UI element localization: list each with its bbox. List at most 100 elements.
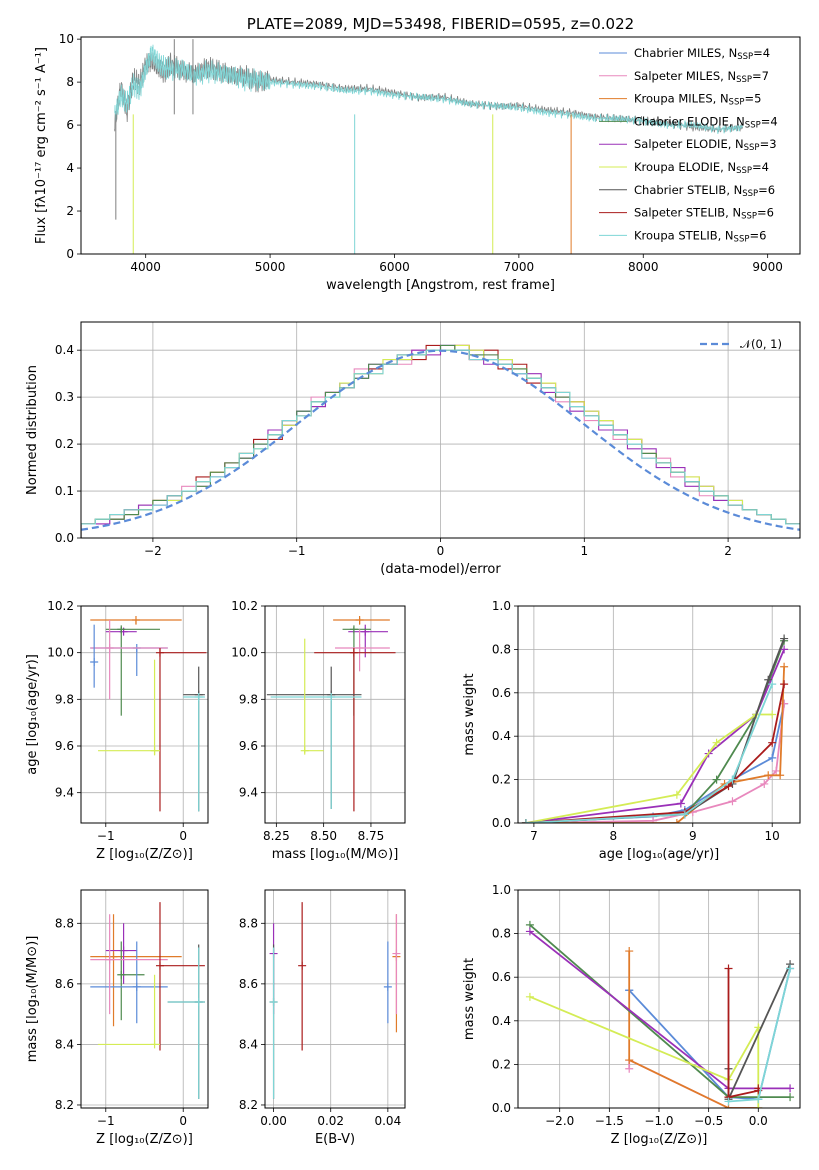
y-tick-label: 8.2: [239, 1098, 258, 1112]
weight-point: [764, 771, 773, 780]
legend-subscript: SSP: [741, 212, 757, 222]
x-tick-label: −1: [97, 1114, 115, 1128]
legend-entry: Chabrier ELODIE, NSSP=4: [634, 114, 778, 130]
weight-point: [525, 992, 534, 1001]
y-axis-label: mass [log₁₀(M/M⊙)]: [25, 936, 40, 1063]
data-point: [131, 616, 140, 624]
weight-point: [768, 710, 777, 719]
legend-subscript: SSP: [745, 120, 761, 130]
y-tick-label: 8.2: [55, 1098, 74, 1112]
panel-massweight_vs_Z: −2.0 −1.5 −1.0 −0.5 0.0 0.0 0.2 0.4 0.6 0.8 1.0 Z […: [462, 883, 801, 1147]
weight-line-s6: [529, 995, 760, 1108]
axes-frame: [80, 889, 209, 1109]
weight-point: [625, 947, 634, 956]
y-tick-label: 8.6: [55, 977, 74, 991]
y-tick-label: 8.8: [239, 916, 258, 930]
legend-entry: Kroupa STELIB, NSSP=6: [634, 228, 766, 244]
weight-point: [672, 819, 681, 823]
plot-area: [114, 39, 744, 254]
weight-point: [768, 738, 777, 747]
weight-line-s4: [529, 924, 791, 1098]
y-axis-label: mass weight: [462, 673, 477, 755]
plot-area: [81, 344, 800, 538]
plot-area: [521, 634, 789, 823]
data-point: [392, 949, 401, 958]
panel-mass_vs_ebv: 0.00 0.02 0.04 8.2 8.4 8.6 8.8 E(B-V): [239, 889, 406, 1147]
y-tick-label: 9.8: [55, 692, 74, 706]
weight-point: [712, 738, 721, 747]
data-point: [298, 961, 307, 970]
weight-point: [754, 1104, 763, 1108]
y-tick-label: 8: [66, 75, 74, 89]
data-point: [117, 625, 126, 634]
legend-suffix: =6: [749, 228, 766, 242]
weight-point: [728, 797, 737, 806]
data-point: [150, 1040, 159, 1049]
axes-frame: [80, 36, 801, 255]
y-tick-label: 0.6: [492, 686, 511, 700]
axes-frame: [80, 321, 801, 539]
y-tick-label: 0.4: [492, 1014, 511, 1028]
y-tick-label: 10.2: [47, 599, 74, 613]
weight-line-s4: [525, 640, 785, 823]
data-point: [355, 616, 364, 624]
x-tick-label: 9: [689, 829, 697, 843]
axes-frame: [264, 605, 406, 824]
panel-age_vs_mass: 8.25 8.50 8.75 9.4 9.6 9.8 10.0 10.2 mass [log₁₀…: [231, 599, 406, 862]
data-point: [150, 746, 159, 755]
y-tick-label: 0.4: [492, 729, 511, 743]
legend-subscript: SSP: [736, 166, 752, 176]
x-tick-label: −0.5: [694, 1114, 723, 1128]
legend-entry: Salpeter STELIB, NSSP=6: [634, 206, 774, 222]
y-tick-label: 10.0: [231, 646, 258, 660]
y-tick-label: 8.6: [239, 977, 258, 991]
plot-area: [266, 616, 396, 812]
x-tick-label: −1.0: [644, 1114, 673, 1128]
x-axis-label: age [log₁₀(age/yr)]: [599, 847, 720, 862]
weight-point: [672, 790, 681, 799]
weight-point: [780, 662, 789, 671]
weight-point: [780, 680, 789, 689]
x-tick-label: 7000: [504, 260, 535, 274]
axes-frame: [517, 889, 801, 1109]
weight-point: [786, 1084, 795, 1093]
y-tick-label: 0.2: [55, 437, 74, 451]
legend-suffix: =3: [760, 137, 777, 151]
legend-entry: Salpeter ELODIE, NSSP=3: [634, 137, 777, 153]
legend-suffix: =7: [752, 69, 769, 83]
weight-point: [625, 1056, 634, 1065]
x-tick-label: 7: [530, 829, 538, 843]
weight-point: [625, 1064, 634, 1073]
legend-entry: Kroupa MILES, NSSP=5: [634, 92, 761, 108]
x-tick-label: 0.00: [260, 1114, 287, 1128]
data-point: [90, 658, 99, 666]
y-tick-label: 0.4: [55, 343, 74, 357]
x-tick-label: 0.04: [374, 1114, 401, 1128]
weight-line-s9: [525, 683, 774, 823]
data-point: [269, 998, 278, 1007]
panel-residuals: −2 −1 0 1 2 0.0 0.1 0.2 0.3 0.4 (data-model)/error…: [25, 321, 801, 577]
legend-subscript: SSP: [736, 75, 752, 85]
legend-entry: 𝒩(0, 1): [740, 337, 782, 351]
weight-point: [776, 771, 785, 780]
data-point: [327, 693, 336, 701]
x-axis-label: Z [log₁₀(Z/Z⊙)]: [611, 1132, 708, 1147]
y-tick-label: 8.4: [239, 1037, 258, 1051]
x-tick-label: −1.5: [595, 1114, 624, 1128]
x-tick-label: −1: [97, 829, 115, 843]
weight-line-s7: [727, 963, 791, 1100]
weight-point: [760, 779, 769, 788]
data-point: [155, 648, 164, 657]
y-tick-label: 9.6: [239, 739, 258, 753]
y-tick-label: 9.4: [55, 786, 74, 800]
normal-curve: [81, 349, 800, 531]
weight-point: [786, 964, 795, 973]
legend: Chabrier MILES, NSSP=4 Salpeter MILES, NS…: [599, 46, 778, 244]
weight-line-s8: [525, 683, 785, 823]
weight-point: [724, 964, 733, 973]
x-tick-label: 2: [724, 544, 732, 558]
weight-point: [712, 775, 721, 784]
data-point: [300, 746, 309, 755]
axes-frame: [80, 605, 209, 824]
